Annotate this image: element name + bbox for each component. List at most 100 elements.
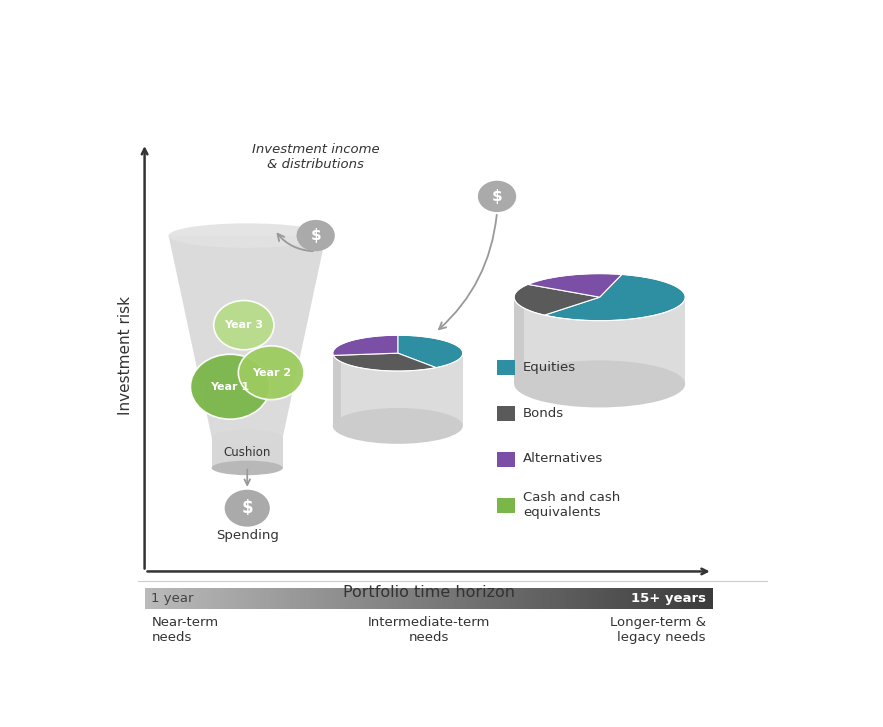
- Bar: [705, 587, 707, 609]
- Bar: [459, 587, 462, 609]
- Bar: [419, 587, 422, 609]
- Text: Bonds: Bonds: [523, 406, 564, 419]
- Bar: [442, 587, 444, 609]
- Bar: [631, 587, 634, 609]
- Bar: [284, 587, 287, 609]
- Bar: [478, 587, 480, 609]
- Bar: [683, 587, 685, 609]
- Bar: [154, 587, 156, 609]
- Bar: [241, 587, 244, 609]
- Bar: [315, 587, 318, 609]
- Bar: [481, 587, 484, 609]
- Bar: [449, 587, 452, 609]
- Bar: [291, 587, 293, 609]
- Bar: [221, 587, 223, 609]
- Bar: [643, 587, 645, 609]
- Bar: [193, 587, 196, 609]
- Bar: [162, 587, 164, 609]
- Bar: [180, 587, 183, 609]
- Text: $: $: [241, 499, 253, 517]
- Bar: [372, 587, 374, 609]
- Bar: [605, 587, 608, 609]
- Bar: [319, 587, 321, 609]
- Ellipse shape: [212, 461, 283, 475]
- Bar: [171, 587, 174, 609]
- Bar: [410, 587, 412, 609]
- Bar: [287, 587, 289, 609]
- Bar: [694, 587, 696, 609]
- Bar: [277, 587, 280, 609]
- Bar: [578, 587, 581, 609]
- Bar: [160, 587, 162, 609]
- Bar: [448, 587, 450, 609]
- Bar: [385, 587, 388, 609]
- Text: Near-term
needs: Near-term needs: [152, 616, 219, 643]
- Bar: [438, 587, 441, 609]
- Bar: [451, 587, 454, 609]
- Bar: [156, 587, 159, 609]
- Text: $: $: [310, 228, 321, 243]
- Bar: [489, 587, 492, 609]
- Bar: [383, 587, 386, 609]
- Bar: [190, 587, 192, 609]
- Bar: [215, 587, 217, 609]
- Bar: [608, 587, 611, 609]
- Bar: [218, 587, 221, 609]
- Bar: [434, 587, 437, 609]
- Bar: [418, 587, 419, 609]
- Bar: [688, 587, 691, 609]
- Bar: [368, 587, 371, 609]
- Bar: [283, 587, 285, 609]
- Bar: [486, 587, 488, 609]
- Bar: [663, 587, 666, 609]
- Polygon shape: [333, 335, 397, 356]
- Bar: [205, 587, 208, 609]
- Text: Longer-term &
legacy needs: Longer-term & legacy needs: [610, 616, 706, 643]
- Polygon shape: [514, 284, 600, 315]
- Text: Cushion: Cushion: [223, 446, 271, 459]
- Bar: [574, 587, 577, 609]
- Bar: [650, 587, 653, 609]
- Bar: [534, 587, 537, 609]
- Bar: [413, 587, 416, 609]
- Bar: [337, 587, 340, 609]
- Bar: [333, 353, 341, 426]
- Bar: [502, 587, 505, 609]
- Bar: [292, 587, 295, 609]
- Bar: [209, 587, 212, 609]
- Ellipse shape: [333, 335, 463, 371]
- Bar: [494, 587, 497, 609]
- Bar: [228, 587, 230, 609]
- Bar: [296, 587, 298, 609]
- Bar: [516, 587, 518, 609]
- Bar: [431, 587, 433, 609]
- Bar: [701, 587, 704, 609]
- Bar: [408, 587, 411, 609]
- Bar: [239, 587, 242, 609]
- Bar: [188, 587, 191, 609]
- Bar: [529, 587, 532, 609]
- Bar: [185, 587, 187, 609]
- Bar: [334, 587, 336, 609]
- Bar: [366, 587, 369, 609]
- Bar: [684, 587, 687, 609]
- Bar: [196, 587, 199, 609]
- Bar: [546, 587, 548, 609]
- Bar: [616, 587, 619, 609]
- Bar: [463, 587, 465, 609]
- Bar: [532, 587, 535, 609]
- Bar: [203, 587, 206, 609]
- Bar: [298, 587, 300, 609]
- Bar: [603, 587, 606, 609]
- Bar: [402, 587, 404, 609]
- Bar: [230, 587, 232, 609]
- Bar: [514, 297, 685, 384]
- Bar: [213, 587, 215, 609]
- Bar: [524, 587, 526, 609]
- Bar: [487, 587, 490, 609]
- Bar: [269, 587, 272, 609]
- Bar: [304, 587, 306, 609]
- Ellipse shape: [514, 361, 685, 407]
- Text: Investment risk: Investment risk: [118, 297, 133, 415]
- Bar: [547, 587, 550, 609]
